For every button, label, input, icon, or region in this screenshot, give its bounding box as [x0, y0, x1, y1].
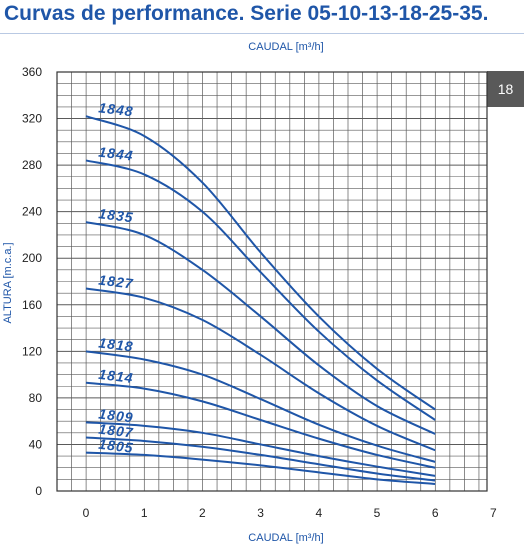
curve-1844 [85, 159, 436, 421]
grid [56, 71, 487, 492]
y-tick-label: 120 [22, 344, 42, 358]
top-axis-title: CAUDAL [m³/h] [248, 41, 323, 53]
curve-label-1827: 1827 [98, 272, 135, 292]
y-tick-labels: 0 40 80 120 160 200 240 280 320 360 [22, 65, 42, 498]
y-axis-title: ALTURA [m.c.a.] [2, 242, 14, 323]
y-tick-label: 200 [22, 251, 42, 265]
y-tick-label: 40 [29, 437, 43, 451]
x-tick-label: 2 [199, 506, 206, 520]
curve-1805 [85, 451, 436, 486]
y-tick-label: 360 [22, 65, 42, 79]
x-tick-label: 3 [257, 506, 264, 520]
title-divider [0, 33, 524, 34]
x-tick-labels: 0 1 2 3 4 5 6 7 [83, 506, 497, 520]
curve-1807 [85, 436, 436, 482]
y-tick-label: 320 [22, 112, 42, 126]
x-tick-label: 6 [432, 506, 439, 520]
curve-1827 [85, 287, 436, 452]
curve-1818 [85, 350, 436, 463]
curve-1809 [85, 421, 436, 477]
curves [85, 115, 436, 486]
curve-label-1814: 1814 [98, 366, 135, 386]
curve-label-1844: 1844 [98, 144, 135, 164]
plot-border [56, 71, 488, 492]
curve-label-1818: 1818 [98, 334, 135, 354]
x-tick-label: 5 [374, 506, 381, 520]
y-tick-label: 280 [22, 158, 42, 172]
y-tick-label: 0 [35, 484, 42, 498]
curve-1814 [85, 381, 436, 469]
x-tick-label: 1 [141, 506, 148, 520]
x-tick-label: 7 [490, 506, 497, 520]
x-tick-label: 0 [83, 506, 90, 520]
curve-label-1848: 1848 [98, 99, 135, 119]
plot-frame [56, 71, 488, 492]
y-tick-label: 240 [22, 205, 42, 219]
y-tick-label: 160 [22, 298, 42, 312]
page-title: Curvas de performance. Serie 05-10-13-18… [4, 2, 489, 25]
series-badge: 18 [487, 71, 524, 107]
curve-label-1807: 1807 [98, 421, 135, 441]
curve-label-1805: 1805 [98, 436, 135, 456]
curve-1835 [85, 221, 436, 435]
x-axis-title: CAUDAL [m³/h] [248, 532, 323, 544]
curve-label-1835: 1835 [98, 205, 135, 225]
x-tick-label: 4 [315, 506, 322, 520]
curve-1848 [85, 115, 436, 411]
y-tick-label: 80 [29, 391, 43, 405]
curve-label-1809: 1809 [98, 405, 135, 425]
